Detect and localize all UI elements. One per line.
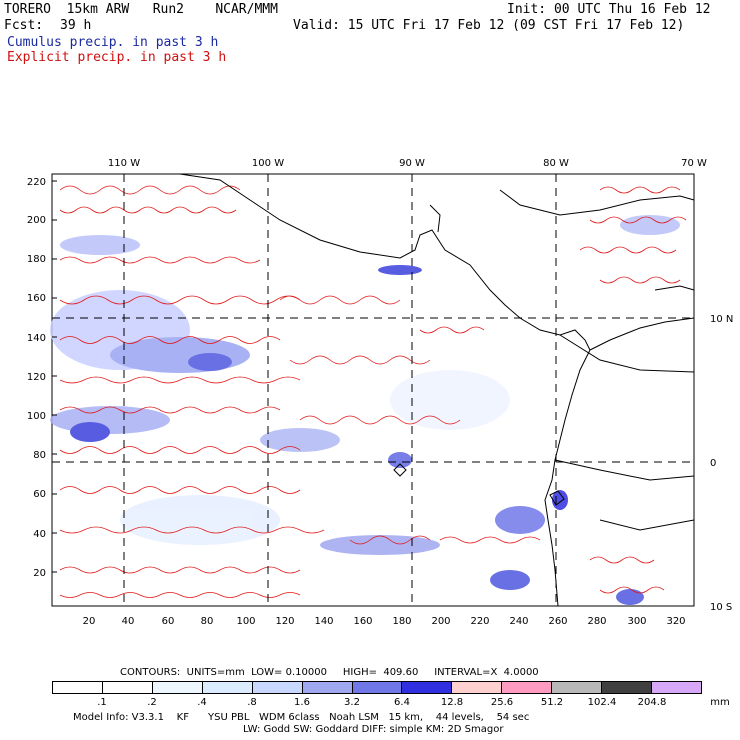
x-tick-label: 180 <box>392 616 411 627</box>
lat-label-10n: 10 N <box>710 314 733 325</box>
x-tick-label: 160 <box>353 616 372 627</box>
x-tick-label: 40 <box>122 616 135 627</box>
colorbar-swatch <box>552 682 603 693</box>
colorbar-label: .2 <box>147 697 157 708</box>
y-tick-label: 80 <box>33 450 46 461</box>
colorbar-label: .1 <box>97 697 107 708</box>
y-tick-label: 100 <box>27 411 46 422</box>
y-axis-ticks: 220 200 180 160 140 120 100 80 60 40 20 <box>27 177 57 579</box>
x-tick-label: 60 <box>162 616 175 627</box>
y-tick-label: 200 <box>27 215 46 226</box>
colorbar-swatch <box>302 682 353 693</box>
x-tick-label: 280 <box>587 616 606 627</box>
colorbar-swatch <box>402 682 453 693</box>
x-tick-label: 220 <box>470 616 489 627</box>
y-tick-label: 20 <box>33 568 46 579</box>
y-tick-label: 140 <box>27 333 46 344</box>
y-tick-label: 180 <box>27 254 46 265</box>
colorbar-label: 1.6 <box>294 697 310 708</box>
cumulus-precip-shading <box>50 215 680 605</box>
colorbar-swatch <box>502 682 553 693</box>
colorbar-label: .4 <box>197 697 207 708</box>
x-tick-label: 240 <box>509 616 528 627</box>
lon-label-100w: 100 W <box>252 158 284 169</box>
colorbar-swatch <box>452 682 503 693</box>
colorbar-swatch <box>652 682 701 693</box>
colorbar-label: 6.4 <box>394 697 410 708</box>
colorbar-swatch <box>252 682 303 693</box>
y-tick-label: 220 <box>27 177 46 188</box>
colorbar <box>52 681 702 694</box>
x-tick-label: 300 <box>627 616 646 627</box>
model-title: TORERO 15km ARW Run2 NCAR/MMM <box>4 2 278 17</box>
lon-label-90w: 90 W <box>399 158 425 169</box>
forecast-label: Fcst: <box>4 18 44 33</box>
lon-label-110w: 110 W <box>108 158 140 169</box>
y-tick-label: 60 <box>33 489 46 500</box>
colorbar-swatch <box>53 682 103 693</box>
y-tick-label: 120 <box>27 372 46 383</box>
model-info: Model Info: V3.3.1 KF YSU PBL WDM 6class… <box>73 712 530 723</box>
coastlines <box>179 173 695 607</box>
x-tick-label: 100 <box>236 616 255 627</box>
x-tick-label: 200 <box>431 616 450 627</box>
x-axis-ticks: 20 40 60 80 100 120 140 160 180 200 220 … <box>83 616 686 627</box>
x-tick-label: 260 <box>548 616 567 627</box>
init-time: Init: 00 UTC Thu 16 Feb 12 <box>507 2 711 17</box>
lon-label-80w: 80 W <box>543 158 569 169</box>
graticule <box>52 174 694 606</box>
colorbar-label: .8 <box>247 697 257 708</box>
lon-label-70w: 70 W <box>681 158 707 169</box>
colorbar-label: 25.6 <box>490 697 514 708</box>
colorbar-label: 204.8 <box>637 697 667 708</box>
forecast-hour: 39 h <box>60 18 92 33</box>
x-tick-label: 80 <box>201 616 214 627</box>
x-tick-label: 20 <box>83 616 96 627</box>
valid-time: Valid: 15 UTC Fri 17 Feb 12 (09 CST Fri … <box>293 18 685 33</box>
model-physics: LW: Godd SW: Goddard DIFF: simple KM: 2D… <box>243 724 504 735</box>
colorbar-label: 12.8 <box>440 697 464 708</box>
lat-label-0: 0 <box>710 458 716 469</box>
colorbar-units: mm <box>710 697 730 708</box>
cumulus-legend: Cumulus precip. in past 3 h <box>7 35 219 50</box>
contours-info: CONTOURS: UNITS=mm LOW= 0.10000 HIGH= 40… <box>120 667 539 678</box>
colorbar-swatch <box>152 682 203 693</box>
x-tick-label: 140 <box>314 616 333 627</box>
x-tick-label: 320 <box>666 616 685 627</box>
y-tick-label: 160 <box>27 293 46 304</box>
colorbar-label: 102.4 <box>587 697 617 708</box>
lat-label-10s: 10 S <box>710 602 732 613</box>
y-tick-label: 40 <box>33 529 46 540</box>
explicit-legend: Explicit precip. in past 3 h <box>7 50 227 65</box>
colorbar-swatch <box>352 682 403 693</box>
colorbar-swatch <box>602 682 653 693</box>
colorbar-label: 3.2 <box>344 697 360 708</box>
explicit-precip-contours <box>59 185 687 598</box>
x-tick-label: 120 <box>275 616 294 627</box>
colorbar-swatch <box>202 682 253 693</box>
colorbar-label: 51.2 <box>540 697 564 708</box>
colorbar-swatch <box>102 682 153 693</box>
